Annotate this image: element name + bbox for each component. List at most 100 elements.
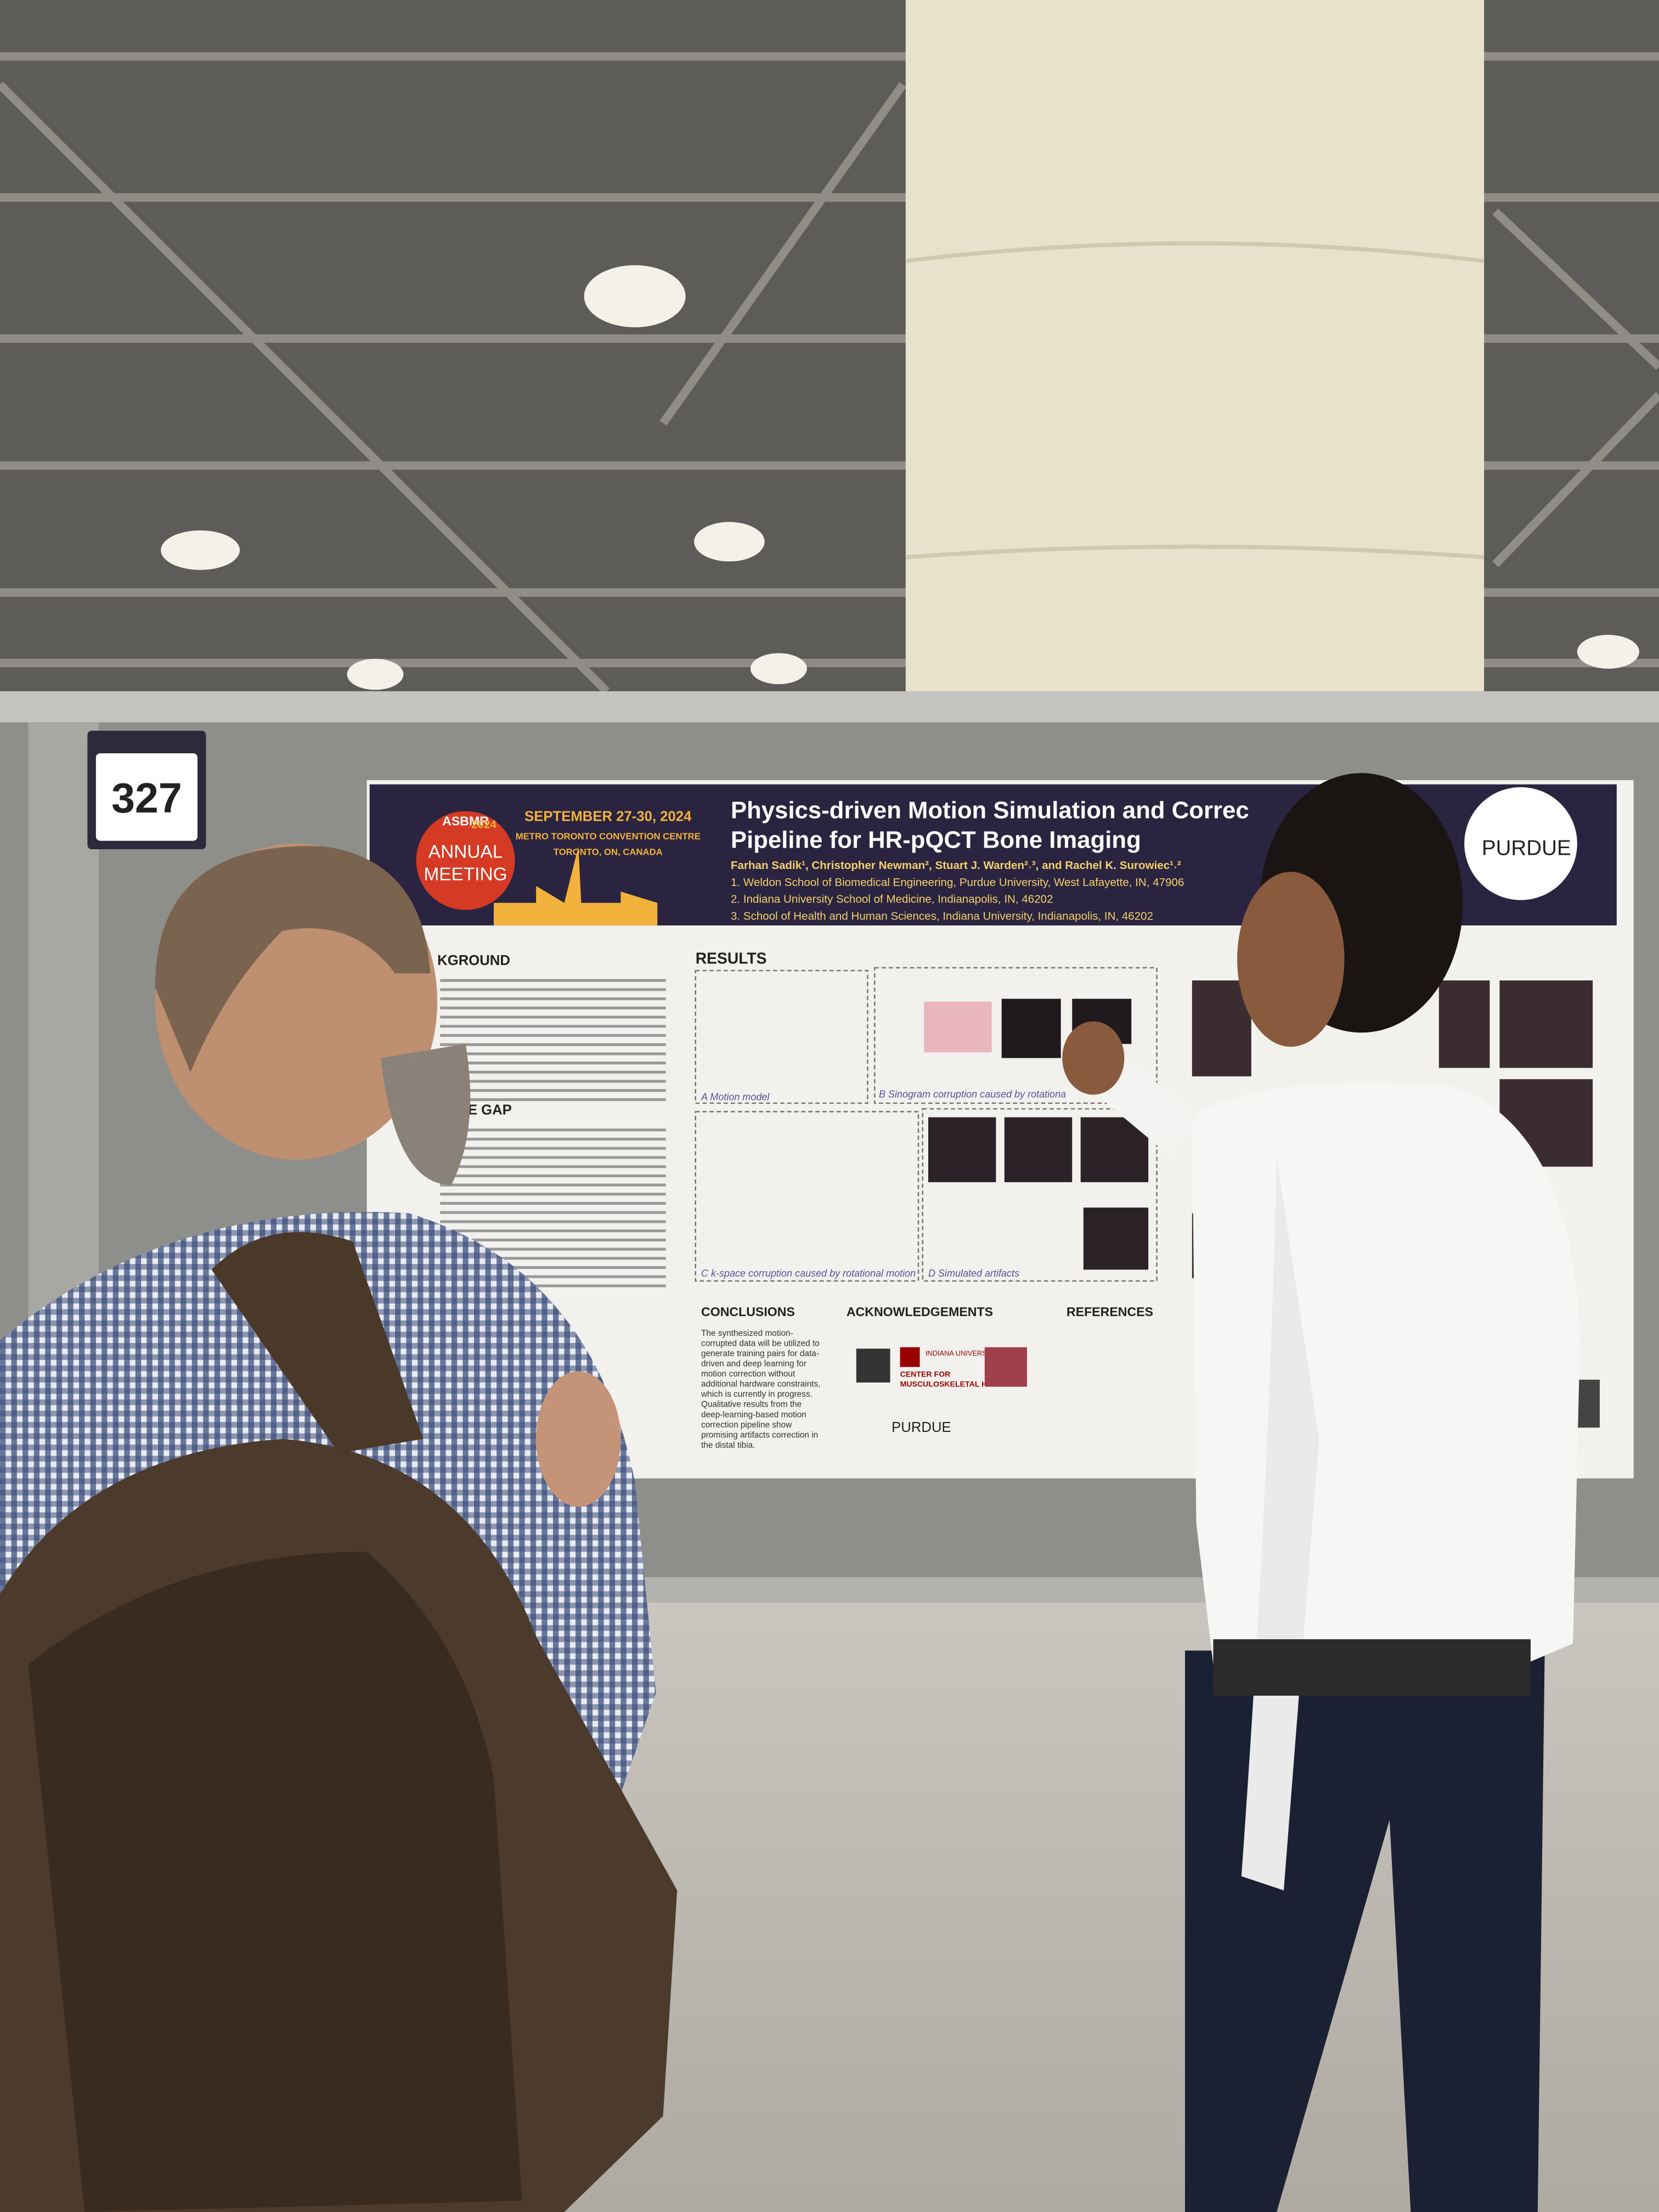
ceiling-part-part [1492, 392, 1659, 567]
section-heading: CONCLUSIONS [701, 1305, 795, 1319]
result-image-part [1438, 980, 1490, 1068]
conclusion-line: additional hardware constraints, [701, 1380, 821, 1389]
text-line [440, 1025, 666, 1028]
presenter [1062, 773, 1580, 2212]
text-line [440, 1070, 666, 1074]
text-line [440, 1238, 666, 1242]
text-line [440, 1052, 666, 1056]
section-heading: ACKNOWLEDGEMENTS [847, 1305, 993, 1319]
result-image-part [1499, 980, 1593, 1068]
poster-part [874, 967, 1158, 1104]
conclusion-line: correction pipeline show [701, 1420, 792, 1430]
ceiling-part-part [1492, 208, 1659, 370]
text-line [440, 1137, 666, 1141]
text-line [440, 1089, 666, 1092]
text-line [440, 1080, 666, 1083]
text-line [440, 997, 666, 1001]
result-image-part [1001, 998, 1061, 1058]
text-line [440, 1193, 666, 1196]
authors: Farhan Sadik¹, Christopher Newman², Stua… [731, 859, 1181, 872]
ceiling-part-part [161, 530, 240, 570]
text-line [440, 1062, 666, 1065]
ceiling-part-part [347, 658, 404, 690]
poster-part [984, 1347, 1027, 1387]
visitor [0, 843, 678, 2212]
poster-part [856, 1348, 890, 1383]
body-text [440, 979, 666, 1288]
logo-text: MUSCULOSKELETAL HEALTH [900, 1380, 1013, 1389]
text-line [440, 1183, 666, 1187]
poster-part [1464, 787, 1577, 900]
conclusion-line: which is currently in progress. [701, 1390, 812, 1399]
presenter-part [1213, 1639, 1531, 1696]
ceiling-part-part [1577, 635, 1639, 669]
year: 2024 [471, 818, 496, 831]
skyline [494, 846, 658, 926]
poster-part [416, 811, 515, 910]
conclusion-line: deep-learning-based motion [701, 1410, 806, 1419]
booth-sign-part [95, 753, 198, 841]
poster-part [922, 1108, 1158, 1282]
ceiling-part-part [659, 82, 907, 426]
text-line [440, 1174, 666, 1177]
visitor-part [28, 1551, 522, 2212]
ceiling-part-part [584, 265, 686, 328]
logo-text: PURDUE [891, 1420, 951, 1435]
ceiling-part [0, 52, 1659, 695]
venue: METRO TORONTO CONVENTION CENTRE [516, 831, 701, 842]
pillar [905, 0, 1485, 695]
conclusions: The synthesized motion-corrupted data wi… [701, 1329, 821, 1450]
text-line [440, 1006, 666, 1009]
pillar-part [905, 241, 1485, 263]
conclusion-line: the distal tibia. [701, 1441, 755, 1450]
conclusion-line: motion correction without [701, 1369, 795, 1379]
result-image-part [924, 1001, 992, 1053]
section-heading: RESULTS [696, 949, 767, 967]
logo-text: INDIANA UNIVERSITY [926, 1349, 998, 1357]
text-line [440, 1165, 666, 1169]
ceiling-part-part [0, 81, 610, 695]
text-line [440, 1201, 666, 1205]
ceiling-part [161, 265, 1639, 690]
poster-title: Pipeline for HR-pQCT Bone Imaging [731, 826, 1141, 853]
panel-caption: A Motion model [701, 1092, 770, 1103]
ceiling-part-part [694, 522, 765, 562]
org: ASBMR [442, 814, 489, 828]
text-line [440, 988, 666, 991]
conclusion-line: generate training pairs for data- [701, 1349, 819, 1358]
panel-caption: B Sinogram corruption caused by rotation… [879, 1089, 1066, 1100]
text-line [440, 1156, 666, 1159]
meeting: MEETING [424, 865, 507, 885]
poster-part [695, 969, 868, 1104]
presenter-part [1192, 1082, 1580, 1665]
text-line [440, 1128, 666, 1132]
logo-text: CENTER FOR [900, 1370, 951, 1379]
result-image-part [928, 1117, 996, 1182]
conclusion-line: promising artifacts correction in [701, 1430, 818, 1440]
presenter-part [1062, 1021, 1125, 1095]
panel-caption: C k-space corruption caused by rotationa… [701, 1268, 916, 1279]
text-line [440, 1257, 666, 1260]
conclusion-line: corrupted data will be utilized to [701, 1339, 820, 1348]
affiliation: 3. School of Health and Human Sciences, … [731, 910, 1153, 923]
visitor-part [381, 1043, 471, 1185]
result-image-part [1192, 980, 1251, 1076]
text-line [440, 979, 666, 982]
university: PURDUE [1482, 836, 1571, 860]
text-line [440, 1266, 666, 1269]
text-line [440, 1248, 666, 1251]
text-line [440, 1229, 666, 1233]
booth-number: 327 [111, 775, 182, 822]
conclusion-line: driven and deep learning for [701, 1359, 806, 1369]
ceiling-part-part [751, 653, 807, 685]
result-image-part [1083, 1207, 1149, 1270]
panel-caption: D Simulated artifacts [928, 1268, 1019, 1279]
wall-panel-part [0, 691, 1659, 723]
text-line [440, 1043, 666, 1046]
conclusion-line: The synthesized motion- [701, 1329, 793, 1338]
poster-title: Physics-driven Motion Simulation and Cor… [731, 797, 1249, 823]
text-line [440, 1211, 666, 1214]
text-line [440, 1275, 666, 1278]
text-line [440, 1284, 666, 1288]
